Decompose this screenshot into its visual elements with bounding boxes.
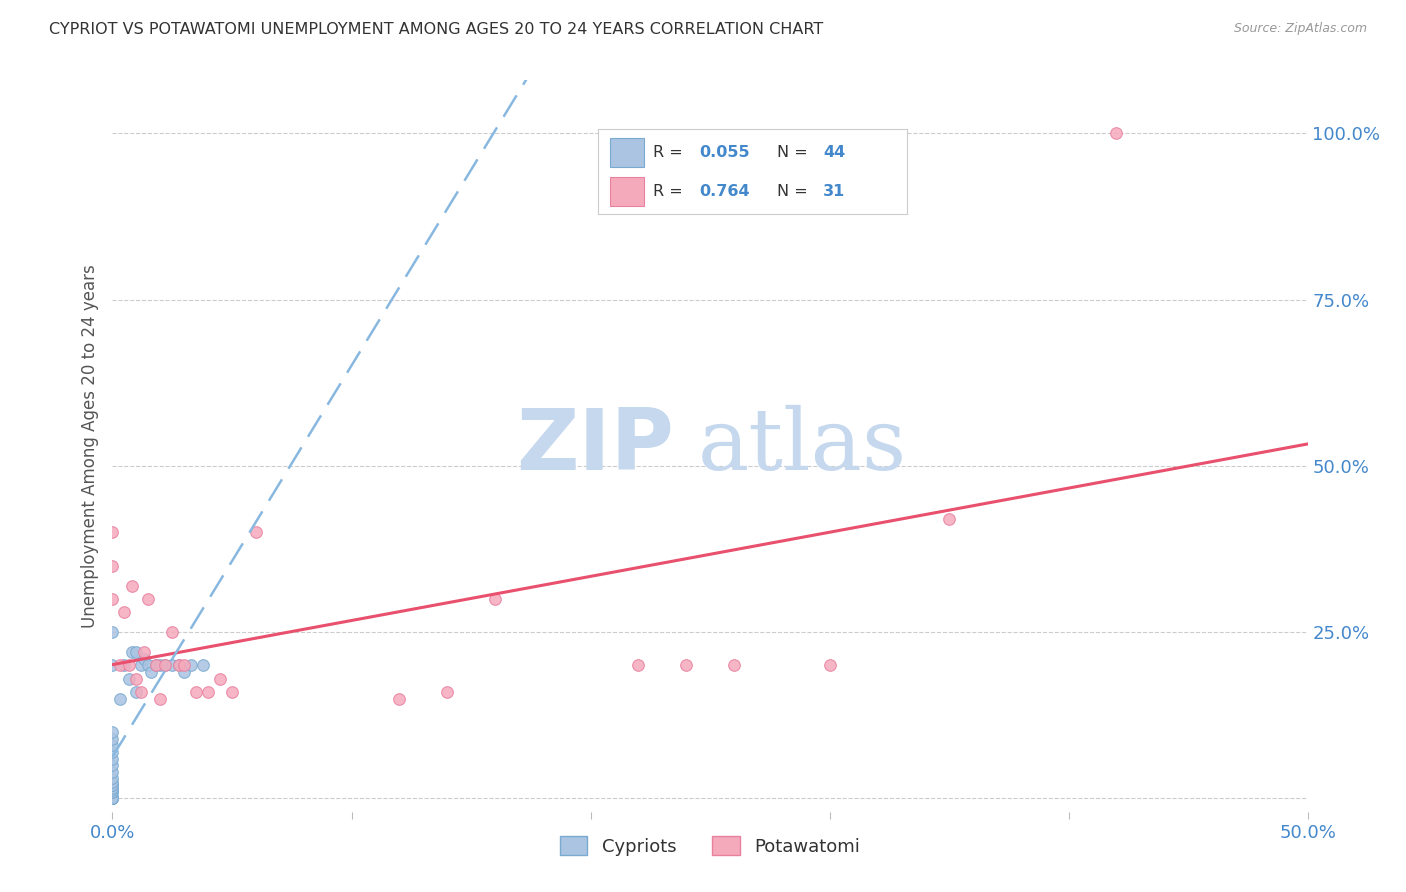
Point [162, 625, 183, 640]
Point [101, 778, 124, 792]
Text: 0.764: 0.764 [700, 184, 751, 199]
Point [153, 658, 176, 673]
Point [101, 791, 124, 805]
Point [118, 672, 141, 686]
Text: R =: R = [654, 145, 688, 160]
Point [101, 791, 124, 805]
Point [101, 778, 124, 792]
Point [132, 645, 155, 659]
Point [101, 791, 124, 805]
Point [138, 658, 160, 673]
Point [129, 685, 152, 699]
Text: 31: 31 [824, 184, 845, 199]
Point [101, 772, 124, 786]
Point [162, 658, 183, 673]
Point [723, 658, 745, 673]
Point [101, 745, 124, 759]
Point [139, 665, 162, 679]
Point [101, 558, 124, 573]
Point [114, 605, 135, 619]
Point [118, 658, 141, 673]
Point [101, 781, 124, 796]
Point [101, 738, 124, 752]
FancyBboxPatch shape [610, 138, 644, 167]
Point [132, 652, 155, 666]
Point [186, 685, 208, 699]
Point [1105, 127, 1128, 141]
Point [149, 658, 172, 673]
Point [180, 658, 202, 673]
Point [436, 685, 458, 699]
Point [101, 725, 124, 739]
Point [153, 658, 176, 673]
Point [138, 591, 160, 606]
Text: 44: 44 [824, 145, 845, 160]
Point [101, 791, 124, 805]
Point [173, 665, 195, 679]
Text: N =: N = [778, 184, 813, 199]
Legend: Cypriots, Potawatomi: Cypriots, Potawatomi [551, 828, 869, 865]
Point [101, 791, 124, 805]
Point [125, 672, 148, 686]
Point [101, 791, 124, 805]
Point [121, 579, 143, 593]
Point [101, 658, 124, 673]
Text: 0.055: 0.055 [700, 145, 751, 160]
Point [245, 525, 267, 540]
Point [197, 685, 219, 699]
Point [193, 658, 215, 673]
Point [129, 658, 152, 673]
Point [484, 591, 506, 606]
Point [101, 783, 124, 797]
Text: Source: ZipAtlas.com: Source: ZipAtlas.com [1233, 22, 1367, 36]
Point [101, 791, 124, 805]
Point [173, 658, 195, 673]
Point [101, 731, 124, 746]
Point [101, 591, 124, 606]
Point [101, 625, 124, 640]
Point [145, 658, 167, 673]
Point [101, 791, 124, 805]
Point [145, 658, 167, 673]
Point [388, 691, 411, 706]
Point [209, 672, 232, 686]
Point [101, 785, 124, 799]
Text: CYPRIOT VS POTAWATOMI UNEMPLOYMENT AMONG AGES 20 TO 24 YEARS CORRELATION CHART: CYPRIOT VS POTAWATOMI UNEMPLOYMENT AMONG… [49, 22, 824, 37]
Text: R =: R = [654, 184, 688, 199]
Point [101, 774, 124, 789]
FancyBboxPatch shape [610, 177, 644, 206]
Point [101, 525, 124, 540]
Point [101, 758, 124, 772]
Point [101, 791, 124, 805]
Text: atlas: atlas [699, 404, 907, 488]
Point [101, 764, 124, 779]
Point [121, 645, 143, 659]
Point [125, 645, 148, 659]
Point [675, 658, 697, 673]
Point [221, 685, 243, 699]
Point [108, 691, 131, 706]
Point [101, 785, 124, 799]
Point [149, 691, 172, 706]
Point [169, 658, 191, 673]
Point [169, 658, 191, 673]
Point [101, 751, 124, 765]
Point [125, 685, 148, 699]
Point [627, 658, 650, 673]
Point [938, 512, 960, 526]
Text: N =: N = [778, 145, 813, 160]
Y-axis label: Unemployment Among Ages 20 to 24 years: Unemployment Among Ages 20 to 24 years [80, 264, 98, 628]
Point [818, 658, 841, 673]
Point [108, 658, 131, 673]
Point [114, 658, 135, 673]
Text: ZIP: ZIP [516, 404, 675, 488]
